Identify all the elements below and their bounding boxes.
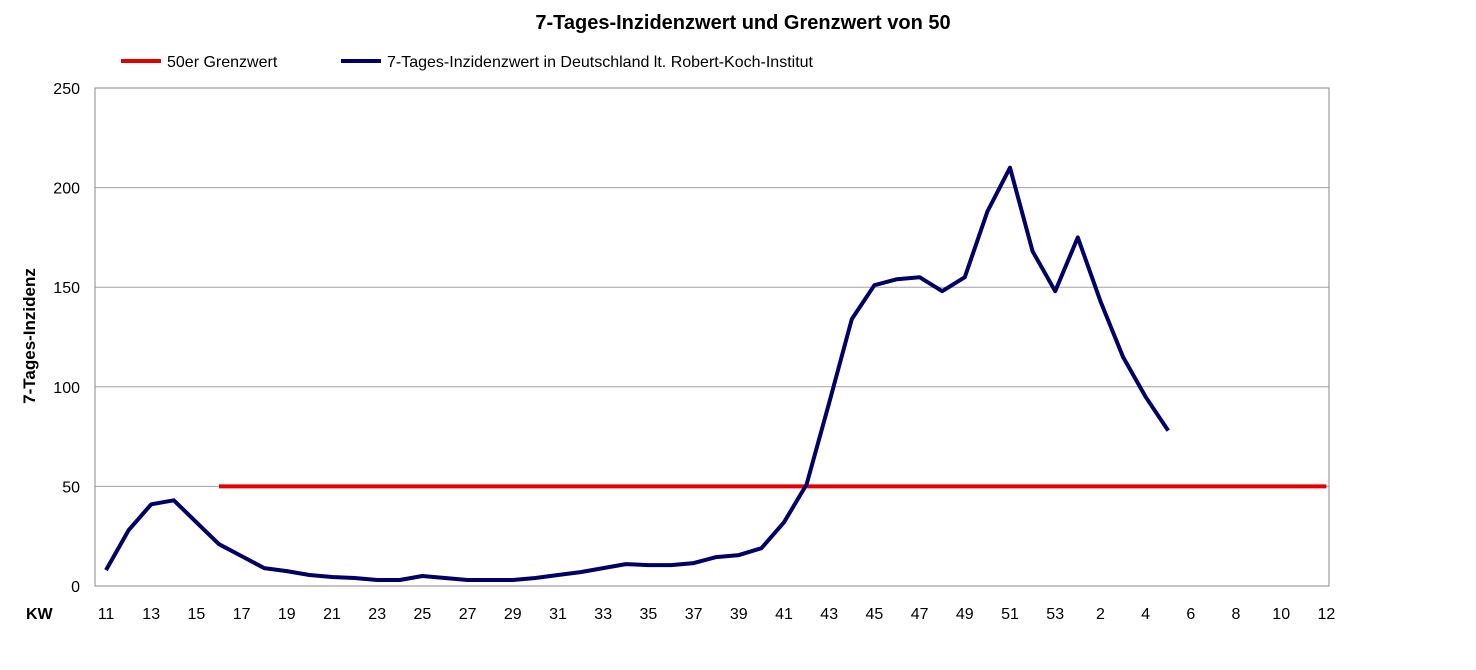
y-tick-label-50: 50 — [62, 479, 80, 496]
x-tick-label-3: 17 — [233, 606, 251, 623]
x-tick-label-13: 37 — [685, 606, 703, 623]
x-tick-label-24: 6 — [1186, 606, 1195, 623]
legend-label-threshold: 50er Grenzwert — [167, 54, 278, 71]
series-line-incidence — [104, 165, 1170, 582]
y-axis-ticks: 0 50 100 150 200 250 — [53, 81, 80, 596]
y-tick-label-250: 250 — [53, 81, 80, 98]
legend-label-incidence: 7-Tages-Inzidenzwert in Deutschland lt. … — [387, 54, 814, 71]
chart-title: 7-Tages-Inzidenzwert und Grenzwert von 5… — [535, 12, 950, 34]
x-axis-label: KW — [26, 606, 54, 623]
x-tick-label-7: 25 — [414, 606, 432, 623]
x-tick-label-15: 41 — [775, 606, 793, 623]
y-tick-label-0: 0 — [71, 579, 80, 596]
y-tick-label-100: 100 — [53, 380, 80, 397]
x-tick-label-14: 39 — [730, 606, 748, 623]
series-lines — [104, 165, 1327, 582]
x-tick-label-4: 19 — [278, 606, 296, 623]
x-tick-label-12: 35 — [640, 606, 658, 623]
x-tick-label-8: 27 — [459, 606, 477, 623]
x-tick-label-2: 15 — [188, 606, 206, 623]
x-tick-label-17: 45 — [866, 606, 884, 623]
x-tick-label-1: 13 — [142, 606, 160, 623]
x-tick-label-9: 29 — [504, 606, 522, 623]
legend: 50er Grenzwert 7-Tages-Inzidenzwert in D… — [121, 54, 814, 71]
x-tick-label-25: 8 — [1232, 606, 1241, 623]
y-axis-label: 7-Tages-Inzidenz — [20, 268, 39, 404]
x-tick-label-10: 31 — [549, 606, 567, 623]
x-axis-ticks: 11 13 15 17 19 21 23 25 27 29 31 33 35 37 39 41 43 45 47 49… — [98, 606, 1336, 623]
x-tick-label-21: 53 — [1046, 606, 1064, 623]
x-tick-label-5: 21 — [323, 606, 341, 623]
x-tick-label-19: 49 — [956, 606, 974, 623]
x-tick-label-20: 51 — [1001, 606, 1019, 623]
plot-area-frame — [94, 87, 1330, 587]
gridlines — [95, 187, 1329, 487]
x-tick-label-27: 12 — [1318, 606, 1336, 623]
x-tick-label-23: 4 — [1141, 606, 1150, 623]
y-tick-label-150: 150 — [53, 280, 80, 297]
x-tick-label-16: 43 — [820, 606, 838, 623]
x-tick-label-0: 11 — [98, 606, 115, 623]
x-tick-label-6: 23 — [368, 606, 386, 623]
x-tick-label-26: 10 — [1272, 606, 1290, 623]
x-tick-label-11: 33 — [594, 606, 612, 623]
y-tick-label-200: 200 — [53, 181, 80, 198]
x-tick-label-18: 47 — [911, 606, 929, 623]
x-tick-label-22: 2 — [1096, 606, 1105, 623]
